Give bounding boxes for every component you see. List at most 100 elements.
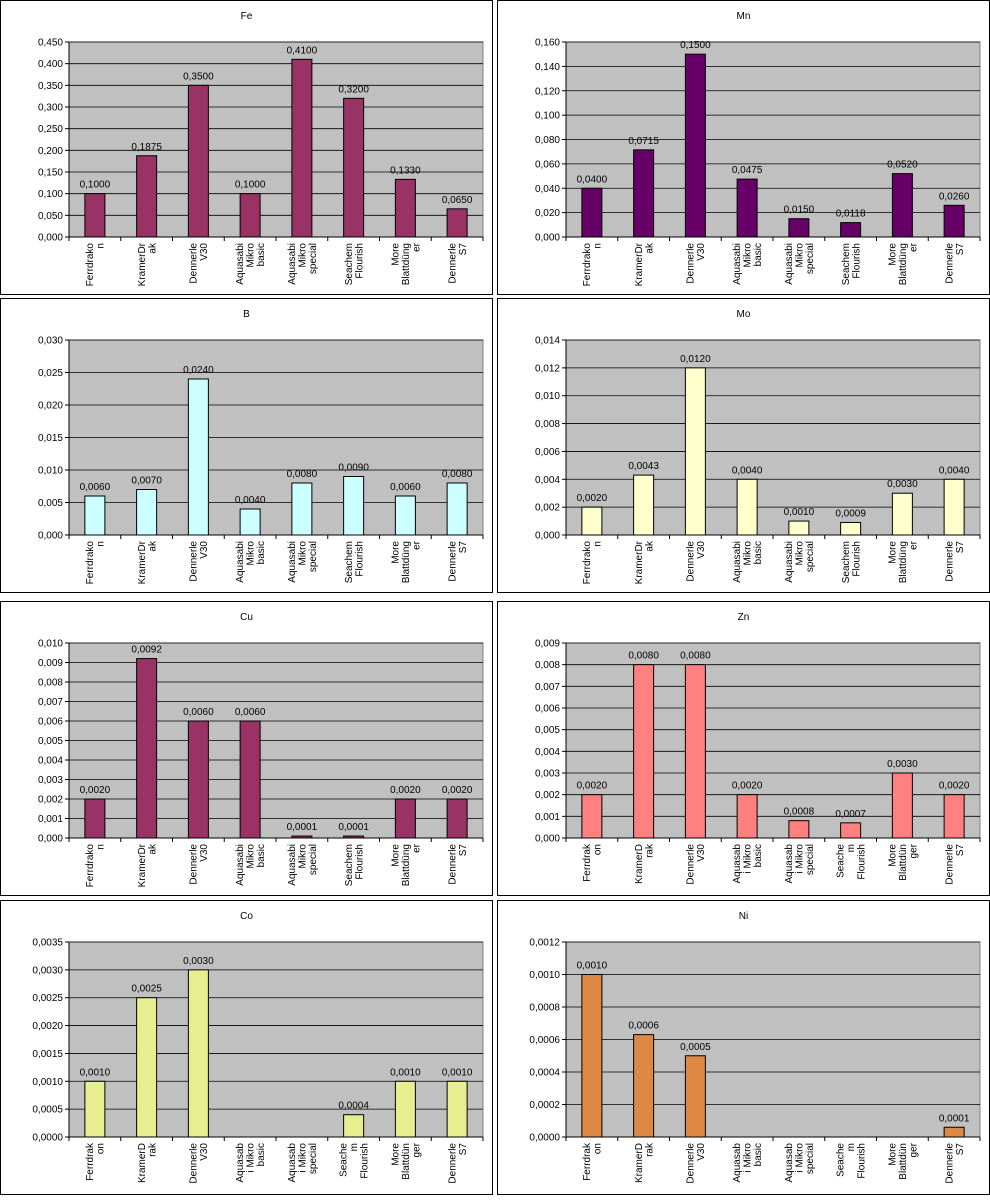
svg-text:Mikro: Mikro	[743, 243, 754, 268]
y-tick-label: 0,0010	[32, 1077, 63, 1088]
y-tick-label: 0,020	[38, 401, 63, 412]
svg-text:special: special	[308, 844, 319, 875]
bar	[943, 204, 965, 238]
svg-text:Flourish: Flourish	[354, 541, 365, 577]
svg-text:Flourish: Flourish	[857, 1143, 868, 1179]
x-tick-label: Aquasabi Mikro special	[784, 541, 816, 583]
data-label: 0,4100	[287, 45, 318, 56]
svg-text:basic: basic	[753, 541, 764, 564]
bar	[943, 478, 965, 536]
svg-text:Blattdüng: Blattdüng	[401, 844, 412, 886]
data-label: 0,0007	[835, 809, 866, 820]
data-label: 0,0040	[235, 495, 266, 506]
y-tick-label: 0,001	[535, 812, 560, 823]
bar	[891, 772, 913, 839]
svg-text:Aquasab: Aquasab	[732, 1143, 743, 1183]
chart-svg: 0,0000 0,0005 0,0010 0,0015 0,0020 0,0025 0,00…	[32, 938, 484, 1184]
bar	[394, 798, 416, 839]
svg-text:rak: rak	[644, 843, 655, 858]
x-tick-label: Dennerle S7	[447, 844, 469, 885]
bar	[736, 794, 758, 839]
bar	[581, 794, 603, 839]
y-tick-label: 0,100	[38, 189, 63, 200]
svg-text:er: er	[908, 242, 919, 252]
y-tick-label: 0,000	[535, 233, 560, 244]
x-tick-label: Dennerle V30	[686, 541, 708, 582]
svg-text:Mikro: Mikro	[297, 243, 308, 268]
x-tick-label: Aquasabi Mikro basic	[732, 243, 764, 285]
svg-text:Aquasab: Aquasab	[235, 1143, 246, 1183]
chart-title: Co	[240, 911, 253, 922]
svg-text:S7: S7	[955, 541, 966, 554]
svg-text:Seache: Seache	[339, 1143, 350, 1177]
svg-text:Mikro: Mikro	[246, 844, 257, 869]
bar	[136, 997, 158, 1138]
svg-text:Aquasabi: Aquasabi	[732, 243, 743, 285]
svg-text:special: special	[805, 243, 816, 274]
data-label: 0,0004	[338, 1101, 369, 1112]
svg-text:Aquasab: Aquasab	[784, 1143, 795, 1183]
svg-text:Dennerle: Dennerle	[447, 844, 458, 885]
y-tick-label: 0,003	[38, 775, 63, 786]
chart-title: Ni	[738, 911, 749, 922]
bar	[343, 476, 365, 536]
y-tick-label: 0,005	[38, 498, 63, 509]
x-tick-label: Aquasab i Mikro basic	[732, 1143, 764, 1183]
bar	[136, 489, 158, 536]
y-tick-label: 0,450	[38, 38, 63, 49]
bar	[343, 97, 365, 238]
data-label: 0,0006	[628, 1021, 659, 1032]
bar	[788, 218, 810, 238]
svg-text:m: m	[349, 1143, 360, 1151]
data-label: 0,0025	[131, 984, 162, 995]
data-label: 0,0150	[784, 205, 815, 216]
x-tick-label: Aquasabi Mikro special	[784, 243, 816, 285]
bar	[633, 474, 655, 536]
svg-text:i Mikro: i Mikro	[794, 844, 805, 874]
svg-text:ger: ger	[411, 1142, 422, 1157]
svg-text:Aquasab: Aquasab	[732, 844, 743, 884]
svg-text:KramerD: KramerD	[634, 844, 645, 884]
data-label: 0,0080	[628, 651, 659, 662]
data-label: 0,0005	[680, 1042, 711, 1053]
svg-text:special: special	[308, 1143, 319, 1174]
svg-text:basic: basic	[753, 243, 764, 266]
data-label: 0,0080	[442, 469, 473, 480]
data-label: 0,0001	[287, 822, 318, 833]
svg-text:ak: ak	[147, 540, 158, 552]
y-tick-label: 0,160	[535, 38, 560, 49]
svg-text:Dennerle: Dennerle	[189, 243, 200, 284]
y-tick-label: 0,060	[535, 159, 560, 170]
y-tick-label: 0,200	[38, 146, 63, 157]
svg-text:V30: V30	[696, 1143, 707, 1161]
data-label: 0,0010	[784, 507, 815, 518]
svg-text:on: on	[593, 1143, 604, 1154]
svg-text:Dennerle: Dennerle	[686, 1143, 697, 1184]
data-label: 0,0400	[577, 174, 608, 185]
y-tick-label: 0,005	[38, 736, 63, 747]
svg-text:KramerD: KramerD	[634, 1143, 645, 1183]
plot-area	[68, 41, 484, 238]
bar	[891, 492, 913, 536]
chart-panel-cu: Cu 0,000 0,001 0,002 0,003 0,004 0,005 0,006 0,0…	[0, 601, 493, 896]
bar	[684, 367, 706, 536]
svg-text:ak: ak	[147, 843, 158, 855]
svg-text:Dennerle: Dennerle	[447, 1143, 458, 1184]
data-label: 0,0020	[442, 785, 473, 796]
x-tick-label: Dennerle S7	[447, 243, 469, 284]
svg-text:More: More	[887, 844, 898, 867]
svg-text:Aquasabi: Aquasabi	[235, 541, 246, 583]
y-tick-label: 0,009	[38, 658, 63, 669]
svg-text:ak: ak	[147, 242, 158, 254]
svg-text:Flourish: Flourish	[857, 844, 868, 880]
y-tick-label: 0,100	[535, 111, 560, 122]
y-tick-label: 0,0006	[529, 1035, 560, 1046]
data-label: 0,0650	[442, 195, 473, 206]
chart-panel-mo: Mo 0,000 0,002 0,004 0,006 0,008 0,010 0,012 0,0…	[497, 298, 990, 593]
svg-text:er: er	[411, 843, 422, 853]
svg-text:rak: rak	[644, 1142, 655, 1157]
